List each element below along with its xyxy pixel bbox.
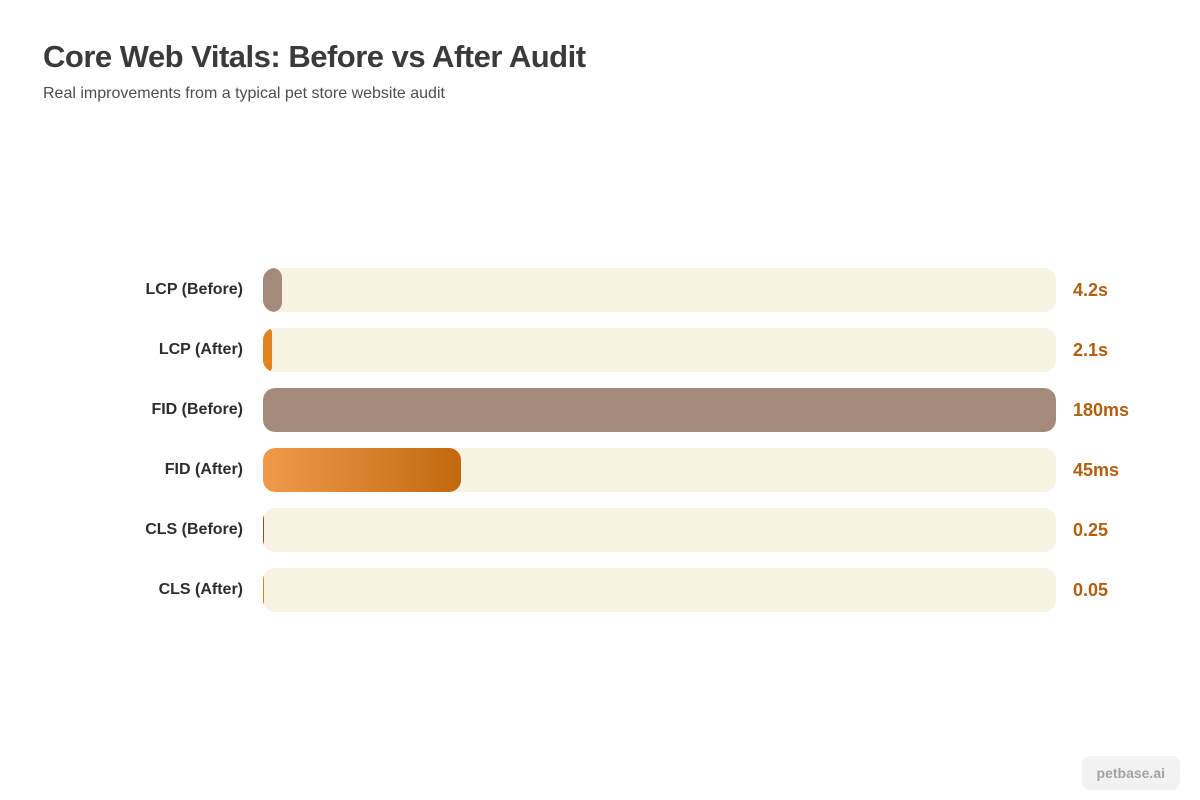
- bar-value: 0.25: [1073, 519, 1109, 540]
- bar-value: 45ms: [1073, 459, 1120, 480]
- chart-row: FID (Before) 180ms: [0, 388, 1129, 432]
- page-subtitle: Real improvements from a typical pet sto…: [43, 85, 445, 103]
- row-label: CLS (Before): [145, 521, 243, 538]
- bar-track: [263, 388, 1056, 432]
- row-label: CLS (After): [158, 581, 243, 598]
- bar-chart: LCP (Before) 4.2s LCP (After) 2.1s FID (Befo…: [0, 268, 1129, 628]
- bar: [263, 388, 1056, 432]
- chart-row: FID (After) 45ms: [0, 448, 1129, 492]
- row-label: FID (Before): [151, 401, 243, 418]
- bar-track: [263, 448, 1056, 492]
- row-label: LCP (After): [158, 341, 243, 358]
- bar-value: 180ms: [1073, 399, 1130, 420]
- chart-row: LCP (Before) 4.2s: [0, 268, 1129, 312]
- chart-row: CLS (After) 0.05: [0, 568, 1129, 612]
- bar-value: 0.05: [1073, 579, 1109, 600]
- chart-row: LCP (After) 2.1s: [0, 328, 1129, 372]
- row-label: FID (After): [164, 461, 243, 478]
- watermark-badge: petbase.ai: [1081, 756, 1180, 790]
- bar: [263, 328, 273, 372]
- bar: [263, 448, 462, 492]
- bar-track: [263, 268, 1056, 312]
- page-title: Core Web Vitals: Before vs After Audit: [43, 39, 586, 74]
- bar-value: 4.2s: [1073, 279, 1109, 300]
- bar: [263, 508, 265, 552]
- bar-track: [263, 568, 1056, 612]
- bar-track: [263, 328, 1056, 372]
- bar-track: [263, 508, 1056, 552]
- chart-header: Core Web Vitals: Before vs After Audit R…: [0, 0, 1200, 103]
- chart-row: CLS (Before) 0.25: [0, 508, 1129, 552]
- bar-value: 2.1s: [1073, 339, 1109, 360]
- row-label: LCP (Before): [145, 281, 244, 298]
- bar: [263, 268, 282, 312]
